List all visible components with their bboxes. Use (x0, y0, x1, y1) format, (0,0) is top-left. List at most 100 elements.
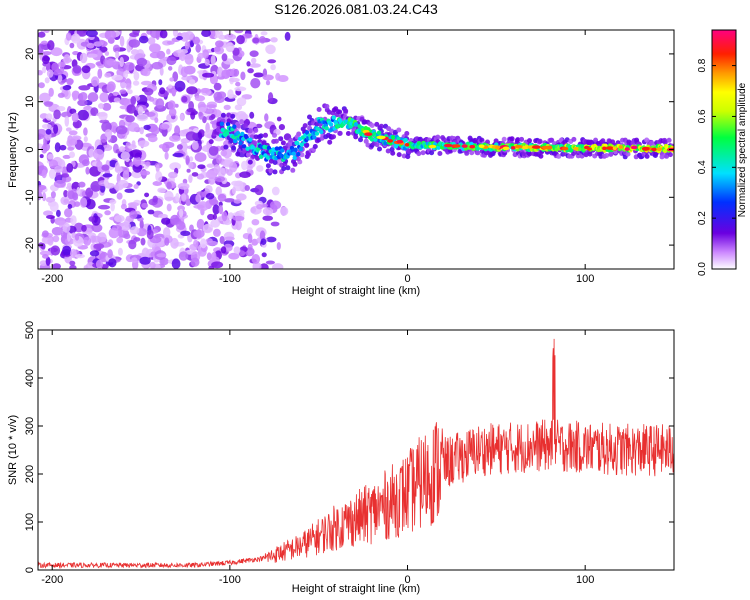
ridge-halo (583, 152, 589, 158)
ridge-peak (547, 145, 553, 150)
y-tick-label: 0 (24, 567, 36, 573)
noise-blob (157, 187, 166, 193)
noise-blob (70, 248, 77, 259)
noise-blob (48, 87, 54, 97)
noise-blob (132, 80, 140, 86)
ridge-halo (220, 112, 226, 118)
ridge-halo (247, 128, 253, 134)
noise-blob (164, 151, 169, 160)
noise-blob (128, 39, 141, 48)
noise-blob (139, 170, 151, 176)
noise-blob (259, 230, 266, 241)
noise-blob (181, 193, 187, 202)
noise-blob (124, 62, 135, 71)
ridge-halo (306, 151, 311, 157)
noise-blob (83, 236, 92, 246)
noise-blob (99, 46, 108, 53)
ridge-peak (469, 144, 476, 149)
noise-blob (259, 263, 269, 269)
noise-blob (72, 65, 82, 74)
noise-blob (42, 55, 50, 65)
noise-blob (40, 243, 46, 250)
noise-blob (79, 92, 88, 101)
noise-blob (78, 181, 86, 188)
noise-blob (83, 136, 88, 143)
noise-blob (151, 61, 163, 70)
noise-blob (47, 40, 55, 51)
noise-blob (56, 106, 66, 112)
ridge-halo (263, 132, 268, 138)
noise-blob (63, 54, 71, 64)
noise-blob (116, 192, 123, 200)
ridge-core (336, 123, 341, 129)
noise-blob (172, 152, 184, 158)
noise-blob (256, 165, 264, 172)
noise-blob (267, 59, 277, 64)
noise-blob (45, 128, 52, 135)
noise-blob (233, 68, 240, 77)
noise-blob (141, 247, 150, 259)
colorbar-tick-label: 0.6 (697, 109, 708, 123)
noise-blob (251, 57, 257, 64)
y-tick-label: 20 (24, 48, 36, 60)
noise-blob (193, 229, 205, 238)
noise-blob (54, 142, 61, 153)
ridge-halo (666, 137, 672, 143)
noise-blob (159, 30, 168, 39)
noise-blob (42, 254, 49, 259)
noise-blob (53, 70, 63, 76)
noise-blob (208, 177, 216, 185)
noise-blob (144, 192, 150, 198)
noise-blob (101, 164, 110, 171)
noise-blob (253, 72, 264, 78)
noise-blob (219, 236, 225, 244)
ridge-core (225, 122, 231, 127)
noise-blob (83, 127, 88, 136)
noise-blob (126, 89, 133, 95)
noise-blob (164, 237, 170, 246)
ridge-halo (213, 146, 219, 152)
noise-blob (71, 33, 81, 44)
noise-blob (188, 174, 193, 184)
noise-blob (186, 86, 198, 95)
noise-blob (64, 115, 70, 127)
noise-blob (235, 219, 242, 231)
ridge-halo (280, 140, 286, 146)
noise-blob (217, 193, 227, 202)
noise-blob (149, 96, 155, 102)
noise-blob (66, 182, 72, 189)
noise-blob (46, 69, 54, 78)
noise-blob (196, 173, 205, 180)
noise-blob (212, 204, 220, 215)
noise-blob (57, 74, 63, 83)
noise-blob (276, 116, 282, 122)
ridge-halo (437, 151, 443, 156)
noise-blob (79, 197, 88, 208)
noise-blob (179, 51, 186, 62)
noise-blob (120, 82, 127, 88)
noise-blob (184, 41, 190, 50)
noise-blob (115, 50, 120, 59)
noise-blob (166, 48, 171, 55)
chart-title: S126.2026.081.03.24.C43 (274, 1, 438, 17)
noise-blob (91, 235, 102, 243)
noise-blob (39, 250, 52, 256)
noise-blob (223, 198, 235, 203)
noise-blob (225, 42, 235, 53)
noise-blob (166, 203, 172, 212)
noise-blob (96, 160, 103, 169)
noise-blob (152, 195, 158, 203)
noise-blob (234, 30, 244, 34)
noise-blob (169, 77, 175, 82)
noise-blob (202, 72, 215, 78)
noise-blob (275, 72, 281, 81)
noise-blob (284, 31, 291, 41)
noise-blob (175, 192, 180, 202)
noise-blob (90, 50, 98, 55)
noise-blob (38, 43, 44, 55)
noise-blob (65, 127, 72, 132)
noise-blob (54, 165, 64, 173)
noise-blob (112, 125, 117, 134)
noise-blob (129, 32, 140, 38)
